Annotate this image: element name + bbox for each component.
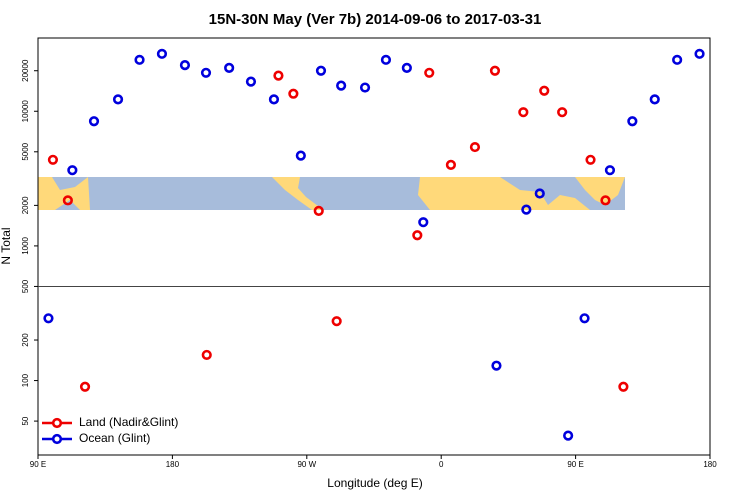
point — [539, 85, 550, 96]
point — [518, 107, 529, 118]
point — [315, 65, 327, 76]
point — [557, 107, 568, 118]
legend-marker — [51, 417, 63, 429]
point — [112, 94, 124, 105]
point — [156, 48, 168, 59]
y-axis-label: N Total — [0, 227, 13, 264]
y-tick-label: 20000 — [21, 59, 30, 82]
world-map-band — [38, 177, 625, 210]
point — [273, 70, 284, 81]
y-tick-label: 5000 — [21, 142, 30, 160]
point — [579, 313, 590, 324]
point — [268, 94, 280, 105]
plot-frame — [37, 37, 711, 456]
point — [694, 48, 705, 59]
point — [288, 88, 299, 99]
point — [88, 116, 100, 127]
y-tick-label: 500 — [21, 279, 30, 293]
point — [672, 54, 683, 65]
point — [534, 188, 545, 199]
point — [134, 54, 145, 65]
point — [62, 195, 73, 206]
point — [201, 349, 212, 361]
point — [489, 65, 501, 76]
y-tick-label: 10000 — [21, 100, 30, 123]
legend-label: Ocean (Glint) — [79, 431, 150, 445]
x-tick-label: 180 — [166, 460, 180, 469]
point — [179, 60, 191, 71]
point — [585, 154, 596, 165]
y-tick-label: 200 — [21, 333, 30, 347]
point — [418, 217, 429, 228]
x-tick-label: 180 — [703, 460, 717, 469]
point — [469, 141, 481, 153]
point — [67, 165, 78, 176]
point — [79, 381, 91, 392]
y-tick-label: 2000 — [21, 196, 30, 214]
point — [618, 381, 629, 392]
x-axis-label: Longitude (deg E) — [327, 476, 422, 490]
point — [336, 80, 347, 91]
point — [604, 165, 616, 176]
x-tick-label: 90 E — [30, 460, 46, 469]
point — [401, 62, 412, 73]
point — [200, 67, 212, 78]
point — [331, 316, 342, 327]
point — [359, 82, 371, 93]
y-tick-label: 50 — [21, 416, 30, 425]
x-tick-label: 90 E — [567, 460, 583, 469]
point — [521, 204, 532, 215]
point — [380, 54, 392, 65]
point — [47, 154, 59, 165]
point — [313, 205, 324, 216]
point — [600, 195, 611, 206]
point — [295, 150, 306, 161]
point — [491, 360, 502, 371]
legend-label: Land (Nadir&Glint) — [79, 415, 178, 429]
point — [627, 116, 638, 127]
point — [43, 313, 54, 324]
chart-title: 15N-30N May (Ver 7b) 2014-09-06 to 2017-… — [209, 11, 542, 28]
point — [445, 159, 457, 170]
legend-marker — [51, 433, 63, 445]
point — [224, 62, 235, 73]
point — [424, 67, 435, 78]
point — [649, 94, 660, 105]
y-tick-label: 100 — [21, 373, 30, 387]
y-tick-label: 1000 — [21, 236, 30, 254]
point — [245, 76, 257, 87]
x-tick-label: 90 W — [297, 460, 316, 469]
x-tick-label: 0 — [439, 460, 444, 469]
point — [563, 430, 574, 441]
point — [412, 230, 423, 241]
